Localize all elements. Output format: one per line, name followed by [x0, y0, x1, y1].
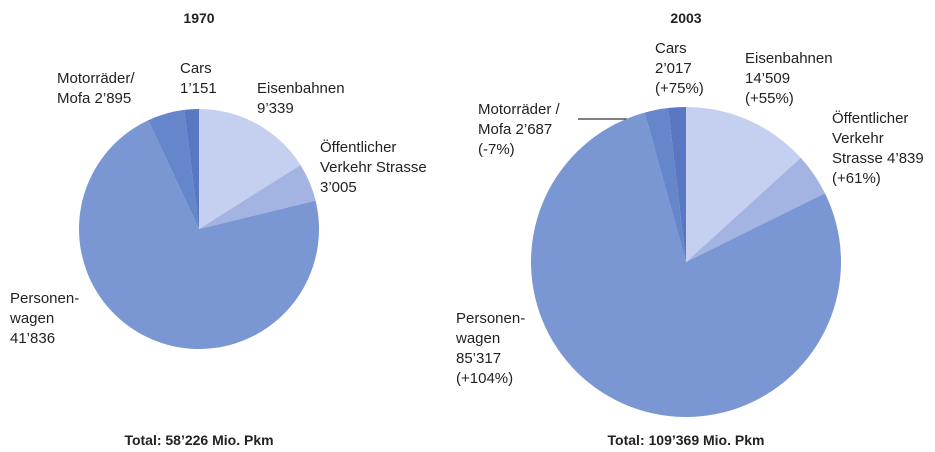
pie-slice — [199, 164, 316, 229]
change-label: (+55%) — [745, 90, 794, 107]
value-label: 9’339 — [257, 100, 294, 117]
slice-label: Eisenbahnen 14’509 (+55%) — [745, 49, 855, 109]
pie-slice — [148, 109, 199, 229]
category-name: Cars — [655, 40, 687, 57]
value-label: 1’151 — [180, 80, 217, 97]
pie-slice — [199, 109, 301, 229]
category-name: Personen­wagen — [456, 310, 526, 347]
category-name: Cars — [180, 60, 212, 77]
chart-note: Total: 58’226 Mio. Pkm — [124, 432, 274, 448]
pie-slice — [686, 157, 825, 262]
slice-label: Eisenbahnen 9’339 — [257, 79, 367, 119]
category-name: Eisenbahnen — [257, 80, 345, 97]
category-name: Öffentlicher Verkehr Strasse — [832, 110, 909, 167]
slice-label: Öffentlicher Verkehr Strasse 4’839 (+61%) — [832, 109, 927, 189]
category-name: Motorräder / Mofa — [478, 101, 560, 138]
pie-slice — [644, 108, 686, 263]
category-name: Eisenbahnen — [745, 50, 833, 67]
category-name: Personen­wagen — [10, 290, 80, 327]
pie-slice — [531, 112, 841, 418]
category-name: Öffentlicher Verkehr Strasse — [320, 139, 427, 176]
value-label: 2’687 — [515, 121, 553, 138]
category-name: Motorräder/ Mofa — [57, 70, 135, 107]
chart-title: 1970 — [183, 10, 215, 26]
value-label: 3’005 — [320, 179, 357, 196]
chart-title: 2003 — [670, 10, 702, 26]
change-label: (+104%) — [456, 370, 514, 387]
pie-slice — [184, 109, 199, 229]
slice-label: Öffentlicher Verkehr Strasse 3’005 — [320, 138, 450, 198]
value-label: 2’017 — [655, 60, 692, 77]
slice-label: Cars 1’151 — [180, 59, 230, 99]
value-label: 85’317 — [456, 350, 502, 367]
value-label: 41’836 — [10, 330, 56, 347]
slice-label: Personen­wagen 41’836 — [10, 289, 80, 349]
value-label: 4’839 — [887, 150, 924, 167]
value-label: 14’509 — [745, 70, 791, 87]
change-label: (+61%) — [832, 170, 881, 187]
slice-label: Personen­wagen 85’317 (+104%) — [456, 309, 531, 389]
pie-slice — [79, 120, 319, 350]
pie-slice — [686, 107, 801, 262]
pie-slice — [668, 107, 686, 262]
slice-label: Motorräder/ Mofa 2’895 — [57, 69, 149, 109]
value-label: 2’895 — [94, 90, 132, 107]
slice-label: Motorräder / Mofa 2’687 (-7%) — [478, 100, 583, 160]
slice-label: Cars 2’017 (+75%) — [655, 39, 725, 99]
chart-note: Total: 109’369 Mio. Pkm — [607, 432, 765, 448]
change-label: (+75%) — [655, 80, 704, 97]
change-label: (-7%) — [478, 141, 515, 158]
